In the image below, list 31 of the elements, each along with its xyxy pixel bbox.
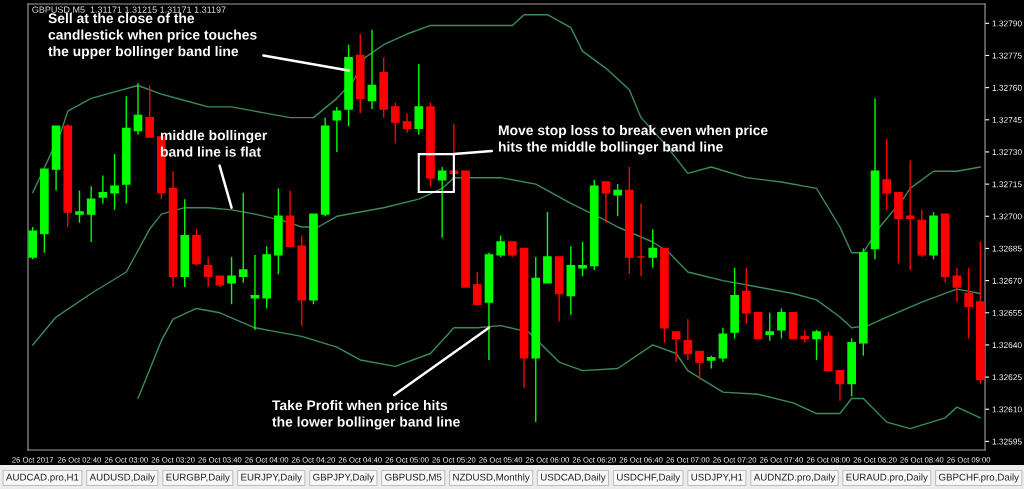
annotation: Move stop loss to break even when price hits the middle bollinger band line [498, 125, 768, 155]
annotation: Sell at the close of the candlestick when price touches the upper bollinger band line [48, 13, 257, 59]
text: USDCHF,Daily [617, 473, 681, 483]
text: NZDUSD,Monthly [453, 473, 530, 483]
text: AUDCAD.pro,H1 [6, 473, 79, 483]
y-tick-label: 1.32775 [992, 52, 1022, 59]
annotation: Take Profit when price hits the lower bollinger band line [272, 400, 460, 430]
chart-title: GBPUSD,M5 1.31171 1.31215 1.31171 1.31197 [32, 6, 226, 14]
text: AUDNZD.pro,Daily [753, 473, 836, 483]
y-tick-label: 1.32640 [992, 342, 1022, 349]
y-tick-label: 1.32670 [992, 277, 1022, 284]
text: GBPJPY,Daily [313, 473, 375, 483]
text: EURGBP,Daily [166, 473, 230, 483]
y-tick-label: 1.32655 [992, 309, 1022, 316]
text: EURAUD.pro,Daily [846, 473, 928, 483]
y-tick-label: 1.32685 [992, 245, 1022, 252]
y-tick-label: 1.32625 [992, 374, 1022, 381]
text: AUDUSD,Daily [89, 473, 155, 483]
y-tick-label: 1.32745 [992, 116, 1022, 123]
y-tick-label: 1.32595 [992, 438, 1022, 445]
y-tick-label: 1.32610 [992, 406, 1022, 413]
text: USDJPY,H1 [691, 473, 743, 482]
y-tick-label: 1.32700 [992, 213, 1022, 220]
text: EURJPY,Daily [241, 473, 302, 483]
y-tick-label: 1.32730 [992, 149, 1022, 156]
y-tick-label: 1.32790 [992, 20, 1022, 27]
y-tick-label: 1.32760 [992, 84, 1022, 91]
text: GBPUSD,M5 [385, 473, 442, 482]
text: USDCAD,Daily [541, 473, 606, 483]
text: GBPCHF.pro,Daily [938, 473, 1019, 483]
y-tick-label: 1.32715 [992, 181, 1022, 188]
